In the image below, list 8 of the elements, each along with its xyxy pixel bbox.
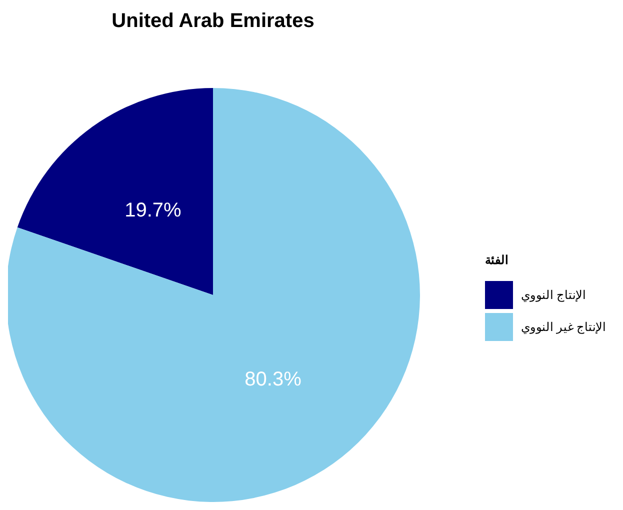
pie-slice (17, 88, 213, 295)
pie-slice (8, 88, 420, 502)
data-label: 80.3% (244, 368, 302, 390)
legend-label: الإنتاج النووي (521, 288, 586, 302)
legend-title: الفئة (485, 253, 509, 267)
data-label: 19.7% (124, 200, 182, 222)
chart-title: United Arab Emirates (110, 10, 316, 33)
legend-label: الإنتاج غير النووي (521, 320, 606, 334)
